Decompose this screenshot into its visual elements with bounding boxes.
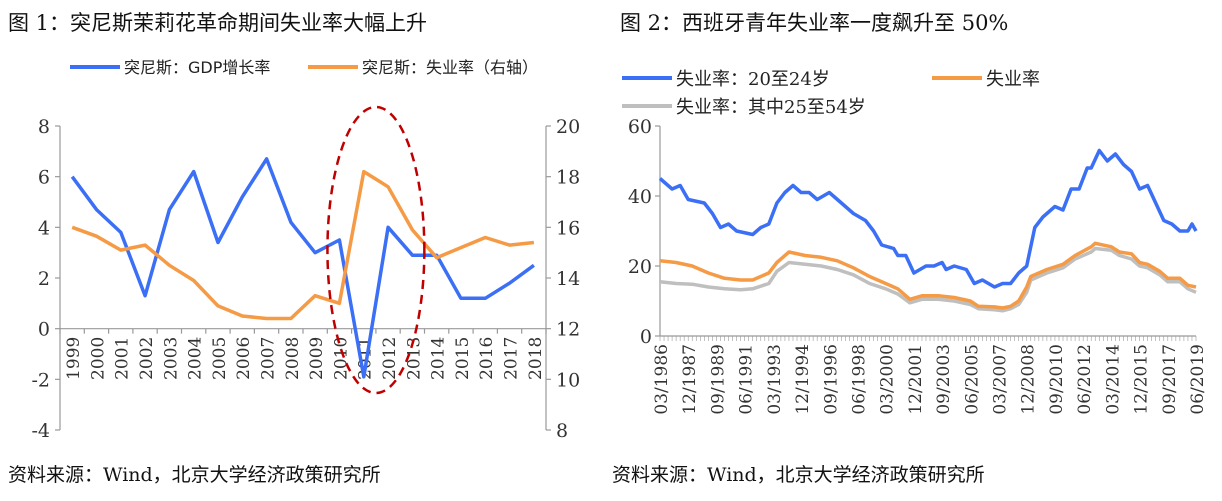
x-tick-label: 2015 xyxy=(453,337,473,380)
x-tick-label: 09/2010 xyxy=(1047,344,1067,415)
x-tick-label: 09/2003 xyxy=(934,344,954,415)
y-tick-label: 40 xyxy=(628,186,652,208)
x-tick-label: 2013 xyxy=(404,337,424,380)
chart1-legend: 突尼斯：GDP增长率 突尼斯：失业率（右轴） xyxy=(70,58,538,77)
x-tick-label: 2010 xyxy=(331,337,351,380)
legend-label-gdp: 突尼斯：GDP增长率 xyxy=(124,58,270,77)
y-tick-label: -4 xyxy=(31,420,50,442)
legend-label-youth: 失业率：20至24岁 xyxy=(676,69,830,90)
y-tick-label: 20 xyxy=(628,256,652,278)
y2-tick-label: 12 xyxy=(556,319,580,341)
chart2-plot: 0 20 40 60 03/1986 12/1987 09/1989 06/1991 03/19… xyxy=(628,116,1208,415)
x-tick-label: 2004 xyxy=(186,337,206,380)
y2-tick-label: 16 xyxy=(556,217,580,239)
x-tick-label: 2017 xyxy=(502,337,522,380)
x-tick-label: 2012 xyxy=(380,337,400,380)
y2-tick-label: 10 xyxy=(556,369,580,391)
x-tick-label: 03/2014 xyxy=(1103,344,1123,415)
x-tick-label: 2003 xyxy=(161,337,181,380)
y-tick-label: 6 xyxy=(38,167,50,189)
x-tick-label: 12/2008 xyxy=(1019,344,1039,415)
chart1-title: 图 1：突尼斯茉莉花革命期间失业率大幅上升 xyxy=(8,11,427,35)
x-tick-label: 2000 xyxy=(88,337,108,380)
x-tick-label: 03/2007 xyxy=(991,344,1011,415)
y-tick-label: 8 xyxy=(38,116,50,138)
y2-tick-label: 18 xyxy=(556,167,580,189)
x-tick-label: 03/1986 xyxy=(652,344,672,415)
y-tick-label: 0 xyxy=(640,326,652,348)
x-tick-label: 12/2015 xyxy=(1132,344,1152,415)
legend-label-prime-age: 失业率：其中25至54岁 xyxy=(676,97,866,118)
x-tick-label: 12/1987 xyxy=(680,344,700,415)
x-tick-label: 2005 xyxy=(210,337,230,380)
x-tick-label: 2018 xyxy=(526,337,546,380)
x-tick-label: 2002 xyxy=(137,337,157,380)
x-tick-label: 1999 xyxy=(64,337,84,380)
y2-tick-label: 8 xyxy=(556,420,568,442)
series-line-gdp xyxy=(70,157,535,379)
legend-label-total: 失业率 xyxy=(986,69,1040,90)
chart1-source: 资料来源：Wind，北京大学经济政策研究所 xyxy=(8,464,381,486)
series-line-total xyxy=(659,241,1197,310)
y-tick-label: 4 xyxy=(38,217,50,239)
x-tick-label: 06/2012 xyxy=(1075,344,1095,415)
x-tick-label: 09/2017 xyxy=(1160,344,1180,415)
x-tick-label: 03/2000 xyxy=(878,344,898,415)
legend-label-unemployment: 突尼斯：失业率（右轴） xyxy=(362,58,538,77)
y2-tick-label: 20 xyxy=(556,116,580,138)
x-tick-label: 2001 xyxy=(113,337,133,380)
y-tick-label: 0 xyxy=(38,319,50,341)
x-tick-label: 2007 xyxy=(259,337,279,380)
y2-tick-label: 14 xyxy=(556,268,580,290)
chart2-legend: 失业率：20至24岁 失业率 失业率：其中25至54岁 xyxy=(622,69,1040,118)
chart2-title: 图 2：西班牙青年失业率一度飙升至 50% xyxy=(620,11,1008,35)
series-line-prime-age xyxy=(659,246,1197,313)
x-tick-label: 2016 xyxy=(477,337,497,380)
y-tick-label: 2 xyxy=(38,268,50,290)
x-tick-label: 2014 xyxy=(429,337,449,380)
x-tick-label: 12/2001 xyxy=(906,344,926,415)
series-line-unemployment xyxy=(71,169,535,321)
y-tick-label: 60 xyxy=(628,116,652,138)
x-tick-label: 06/1998 xyxy=(849,344,869,415)
x-tick-label: 06/1991 xyxy=(737,344,757,415)
x-tick-label: 2008 xyxy=(283,337,303,380)
chart2-source: 资料来源：Wind，北京大学经济政策研究所 xyxy=(612,464,985,486)
x-tick-label: 09/1989 xyxy=(708,344,728,415)
x-tick-label: 09/1996 xyxy=(821,344,841,415)
x-tick-label: 06/2005 xyxy=(962,344,982,415)
highlight-ellipse xyxy=(326,105,426,395)
y-tick-label: -2 xyxy=(31,369,50,391)
x-tick-label: 12/1994 xyxy=(793,344,813,415)
series-line-youth xyxy=(658,148,1198,289)
x-tick-label: 2006 xyxy=(234,337,254,380)
x-tick-label: 2009 xyxy=(307,337,327,380)
x-tick-label: 03/1993 xyxy=(765,344,785,415)
x-tick-label: 06/2019 xyxy=(1188,344,1208,415)
